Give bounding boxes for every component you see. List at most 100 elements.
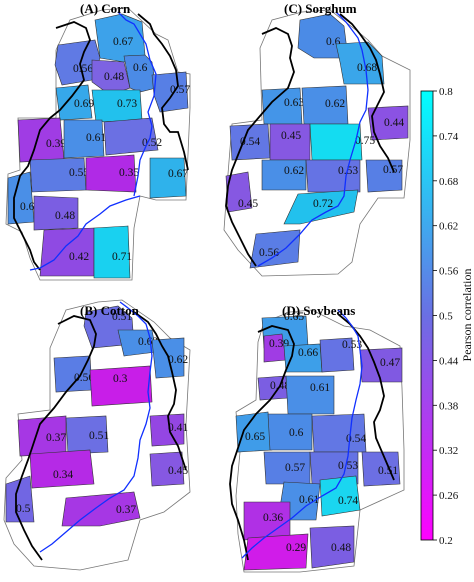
panel-soybeans: 0.650.390.660.530.470.48 0.610.65 0.6 0.540… — [229, 303, 405, 573]
county-region — [319, 475, 361, 517]
panel-title: (C) Sorghum — [284, 1, 357, 16]
river-line — [117, 11, 157, 197]
basin-boundary-line — [229, 325, 295, 561]
county-region — [285, 375, 335, 415]
county-region — [29, 449, 95, 489]
correlation-label: 0.44 — [384, 117, 404, 129]
river-line — [39, 301, 153, 553]
basin-boundary-line — [337, 313, 395, 481]
county-region — [283, 189, 359, 225]
county-region — [93, 225, 131, 279]
county-region — [261, 159, 307, 191]
correlation-label: 0.62 — [325, 98, 345, 110]
colorbar-tick-label: 0.68 — [439, 176, 459, 188]
county-region — [267, 413, 313, 451]
river-line — [257, 11, 369, 267]
county-region — [309, 451, 359, 485]
correlation-label: 0.51 — [89, 430, 109, 442]
county-region — [7, 171, 35, 225]
county-region — [149, 413, 185, 447]
correlation-label: 0.69 — [74, 98, 94, 110]
county-region — [85, 154, 137, 193]
correlation-label: 0.56 — [73, 63, 93, 75]
correlation-label: 0.67 — [113, 36, 133, 48]
correlation-label: 0.48 — [104, 71, 124, 83]
colorbar-tick-label: 0.26 — [439, 490, 459, 502]
panel-cotton: 0.510.620.620.56 0.30.37 0.510.410.34 0.450… — [3, 299, 191, 571]
panel-title: (B) Cotton — [80, 303, 140, 318]
correlation-label: 0.63 — [284, 97, 304, 109]
county-region — [65, 415, 109, 455]
correlation-label: 0.47 — [380, 357, 400, 369]
correlation-label: 0.3 — [113, 373, 128, 385]
correlation-label: 0.74 — [338, 495, 358, 507]
panel-title: (A) Corn — [80, 1, 131, 16]
correlation-label: 0.53 — [338, 460, 358, 472]
correlation-label: 0.61 — [86, 132, 106, 144]
panel-title: (D) Soybeans — [282, 303, 355, 318]
colorbar-gradient — [420, 90, 434, 541]
colorbar-tick-label: 0.38 — [439, 400, 459, 412]
correlation-label: 0.45 — [281, 130, 301, 142]
correlation-label: 0.57 — [170, 84, 190, 96]
colorbar-tick-label: 0.62 — [439, 221, 458, 233]
colorbar: 0.8 0.74 0.68 0.62 0.56 0.5 0.44 0.38 0.32 0.26 0.… — [420, 86, 474, 547]
correlation-label: 0.68 — [357, 62, 377, 74]
correlation-label: 0.45 — [168, 465, 188, 477]
basin-boundary-line — [225, 27, 295, 267]
correlation-label: 0.75 — [355, 135, 375, 147]
county-region — [149, 451, 185, 487]
correlation-label: 0.34 — [53, 469, 73, 481]
correlation-label: 0.56 — [74, 372, 94, 384]
correlation-label: 0.62 — [284, 165, 304, 177]
correlation-label: 0.54 — [346, 433, 366, 445]
basin-boundary-line — [13, 21, 91, 271]
correlation-label: 0.65 — [284, 311, 304, 323]
correlation-label: 0.73 — [117, 98, 137, 110]
correlation-label: 0.37 — [116, 504, 136, 516]
county-region — [367, 105, 409, 141]
county-region — [151, 71, 189, 113]
colorbar-tick-label: 0.8 — [439, 86, 453, 98]
county-region — [63, 119, 105, 159]
county-region — [55, 84, 93, 121]
county-region — [103, 117, 159, 156]
panel-corn: 0.67 0.56 0.48 0.6 0.57 0.69 0.73 0.39 0.61 0.52 0… — [5, 1, 191, 281]
correlation-label: 0.37 — [46, 432, 66, 444]
correlation-label: 0.55 — [69, 167, 89, 179]
correlation-label: 0.6 — [133, 62, 148, 74]
correlation-label: 0.39 — [46, 138, 66, 150]
county-region — [305, 159, 361, 193]
correlation-label: 0.67 — [168, 168, 188, 180]
colorbar-tick-label: 0.56 — [439, 266, 459, 278]
panel-sorghum: 0.60.680.63 0.620.440.54 0.45 0.750.62 0.53 0… — [223, 1, 411, 277]
basin-boundary-line — [339, 13, 395, 173]
correlation-label: 0.53 — [342, 339, 362, 351]
correlation-label: 0.53 — [338, 165, 358, 177]
correlation-label: 0.52 — [142, 137, 162, 149]
basin-boundary-line — [137, 13, 189, 171]
correlation-label: 0.61 — [310, 382, 330, 394]
correlation-label: 0.48 — [55, 210, 75, 222]
river-line — [241, 309, 363, 559]
county-region — [243, 533, 309, 571]
county-region — [361, 451, 401, 487]
county-region — [309, 525, 355, 569]
county-region — [249, 229, 301, 269]
correlation-label: 0.62 — [168, 354, 188, 366]
correlation-label: 0.71 — [112, 251, 132, 263]
correlation-label: 0.35 — [119, 167, 139, 179]
colorbar-tick-label: 0.2 — [439, 535, 453, 547]
correlation-label: 0.72 — [313, 198, 333, 210]
county-region — [89, 365, 153, 407]
river-line — [29, 195, 141, 271]
correlation-label: 0.51 — [112, 311, 132, 323]
county-region — [33, 195, 79, 231]
colorbar-tick-label: 0.5 — [439, 311, 453, 323]
correlation-label: 0.51 — [378, 465, 398, 477]
correlation-label: 0.65 — [245, 431, 265, 443]
basin-boundary-line — [15, 315, 97, 561]
correlation-label: 0.61 — [299, 494, 319, 506]
correlation-label: 0.45 — [238, 198, 258, 210]
